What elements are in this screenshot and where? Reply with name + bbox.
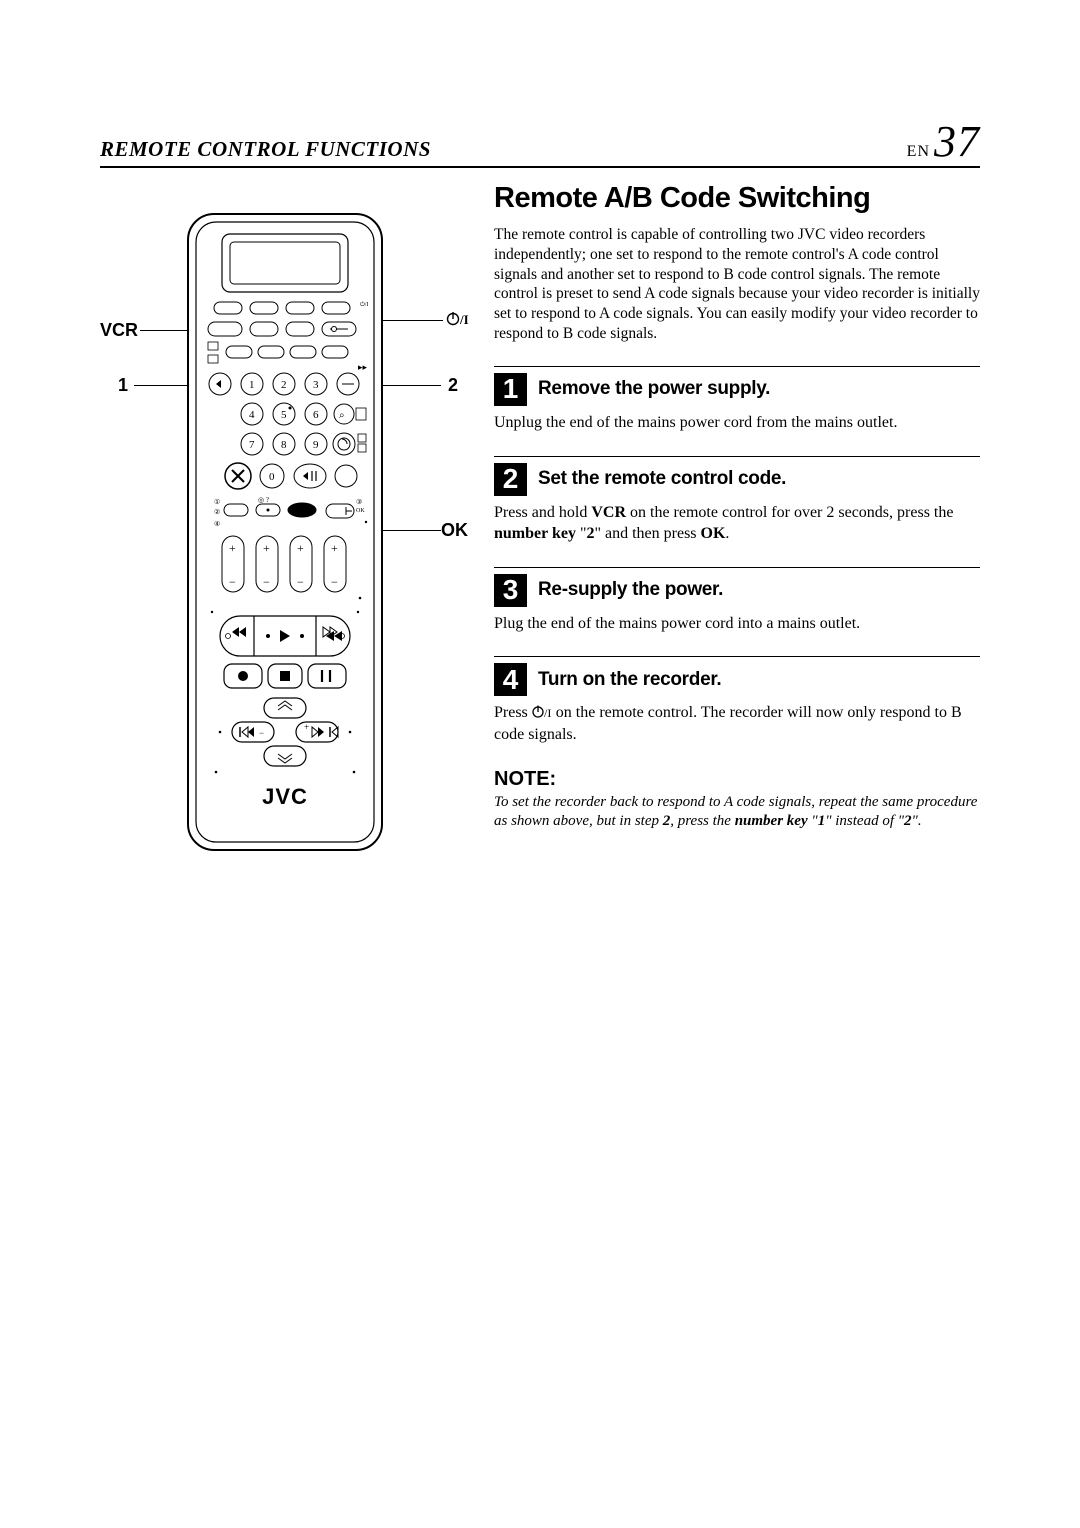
- callout-one: 1: [118, 375, 128, 396]
- step-1-body: Unplug the end of the mains power cord f…: [494, 412, 980, 434]
- step-3-number: 3: [494, 574, 527, 607]
- svg-text:◎ ?: ◎ ?: [258, 496, 269, 504]
- svg-text:9: 9: [313, 439, 319, 451]
- svg-text:②: ②: [214, 508, 220, 516]
- callout-power-line: [383, 320, 443, 321]
- svg-text:5: 5: [281, 409, 287, 421]
- svg-text:▸▸: ▸▸: [358, 362, 368, 372]
- intro-paragraph: The remote control is capable of control…: [494, 225, 980, 344]
- step-4-title: Turn on the recorder.: [538, 669, 721, 691]
- step-1-number: 1: [494, 373, 527, 406]
- svg-text:+: +: [263, 541, 270, 555]
- svg-text:①: ①: [214, 498, 220, 506]
- svg-text:−: −: [297, 575, 304, 589]
- callout-ok-line: [383, 530, 441, 531]
- callout-one-line: [134, 385, 192, 386]
- svg-text:⌕: ⌕: [339, 410, 345, 421]
- step-3-body: Plug the end of the mains power cord int…: [494, 613, 980, 635]
- step-2-number: 2: [494, 463, 527, 496]
- callout-two: 2: [448, 375, 458, 396]
- note-body: To set the recorder back to respond to A…: [494, 793, 980, 832]
- callout-vcr: VCR: [100, 320, 138, 341]
- note-label: NOTE:: [494, 768, 980, 791]
- svg-text:OK: OK: [356, 508, 365, 514]
- callout-vcr-line: [140, 330, 192, 331]
- step-2-title: Set the remote control code.: [538, 468, 786, 490]
- power-icon: /I: [446, 310, 470, 328]
- svg-text:/I: /I: [544, 706, 551, 719]
- step-1-title: Remove the power supply.: [538, 378, 770, 400]
- callout-two-line: [383, 385, 441, 386]
- step-3: 3 Re-supply the power. Plug the end of t…: [494, 567, 980, 635]
- section-title: REMOTE CONTROL FUNCTIONS: [100, 137, 431, 162]
- svg-text:1: 1: [249, 379, 255, 391]
- step-4-number: 4: [494, 663, 527, 696]
- svg-text:−: −: [263, 575, 270, 589]
- svg-text:2: 2: [281, 379, 287, 391]
- callout-ok: OK: [441, 520, 468, 541]
- svg-text:3: 3: [313, 379, 319, 391]
- svg-text:8: 8: [281, 439, 287, 451]
- svg-text:④: ④: [214, 520, 220, 528]
- svg-text:−: −: [331, 575, 338, 589]
- page-number-block: EN 37: [907, 120, 980, 164]
- page-header: REMOTE CONTROL FUNCTIONS EN 37: [100, 120, 980, 168]
- svg-text:JVC: JVC: [262, 784, 308, 809]
- svg-text:+: +: [229, 541, 236, 555]
- step-4: 4 Turn on the recorder. Press /I on the …: [494, 656, 980, 745]
- step-3-title: Re-supply the power.: [538, 579, 723, 601]
- svg-text:+: +: [297, 541, 304, 555]
- callout-power: /I: [446, 310, 470, 333]
- svg-text:③: ③: [356, 498, 362, 506]
- svg-text:0: 0: [269, 471, 275, 483]
- remote-figure: VCR /I 1 2 OK: [100, 182, 470, 872]
- svg-text:4: 4: [249, 409, 255, 421]
- remote-illustration: ⏻/I ▸▸: [186, 212, 384, 852]
- step-2-body: Press and hold VCR on the remote control…: [494, 502, 980, 545]
- svg-text:7: 7: [249, 439, 255, 451]
- lang-code: EN: [907, 143, 930, 161]
- main-title: Remote A/B Code Switching: [494, 182, 980, 215]
- svg-text:/I: /I: [459, 312, 469, 327]
- page-number: 37: [934, 120, 980, 164]
- svg-text:−: −: [229, 575, 236, 589]
- step-1: 1 Remove the power supply. Unplug the en…: [494, 366, 980, 434]
- svg-text:+: +: [331, 541, 338, 555]
- svg-text:6: 6: [313, 409, 319, 421]
- power-icon: /I: [532, 704, 552, 719]
- step-2: 2 Set the remote control code. Press and…: [494, 456, 980, 545]
- svg-text:−: −: [259, 728, 264, 738]
- svg-text:+: +: [304, 722, 309, 732]
- svg-text:⏻/I: ⏻/I: [360, 301, 368, 308]
- step-4-body: Press /I on the remote control. The reco…: [494, 702, 980, 745]
